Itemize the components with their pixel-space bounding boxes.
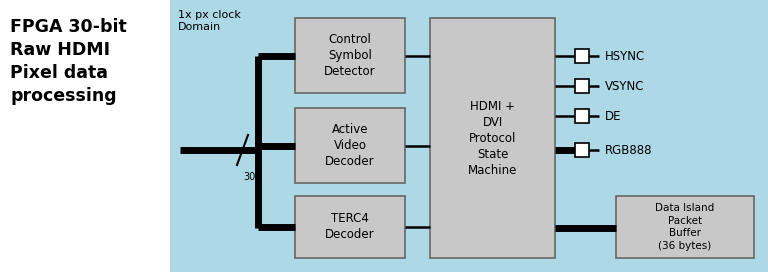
Bar [575,79,589,93]
Text: FPGA 30-bit
Raw HDMI
Pixel data
processing: FPGA 30-bit Raw HDMI Pixel data processi… [10,18,127,105]
Bar [575,49,589,63]
Text: Data Island
Packet
Buffer
(36 bytes): Data Island Packet Buffer (36 bytes) [655,203,715,251]
Text: HDMI +
DVI
Protocol
State
Machine: HDMI + DVI Protocol State Machine [468,100,517,177]
Text: 30: 30 [243,172,255,182]
Bar [0,0,170,272]
Text: DE: DE [605,110,621,122]
Text: 1x px clock
Domain: 1x px clock Domain [178,10,241,32]
Text: TERC4
Decoder: TERC4 Decoder [325,212,375,242]
Bar [295,196,405,258]
Bar [616,196,754,258]
Bar [295,108,405,183]
Text: Control
Symbol
Detector: Control Symbol Detector [324,33,376,78]
Bar [430,18,555,258]
Bar [295,18,405,93]
Bar [575,109,589,123]
Text: Active
Video
Decoder: Active Video Decoder [325,123,375,168]
Text: VSYNC: VSYNC [605,79,644,92]
Bar [575,143,589,157]
Text: RGB888: RGB888 [605,144,653,156]
Text: HSYNC: HSYNC [605,50,645,63]
Bar [170,0,768,272]
